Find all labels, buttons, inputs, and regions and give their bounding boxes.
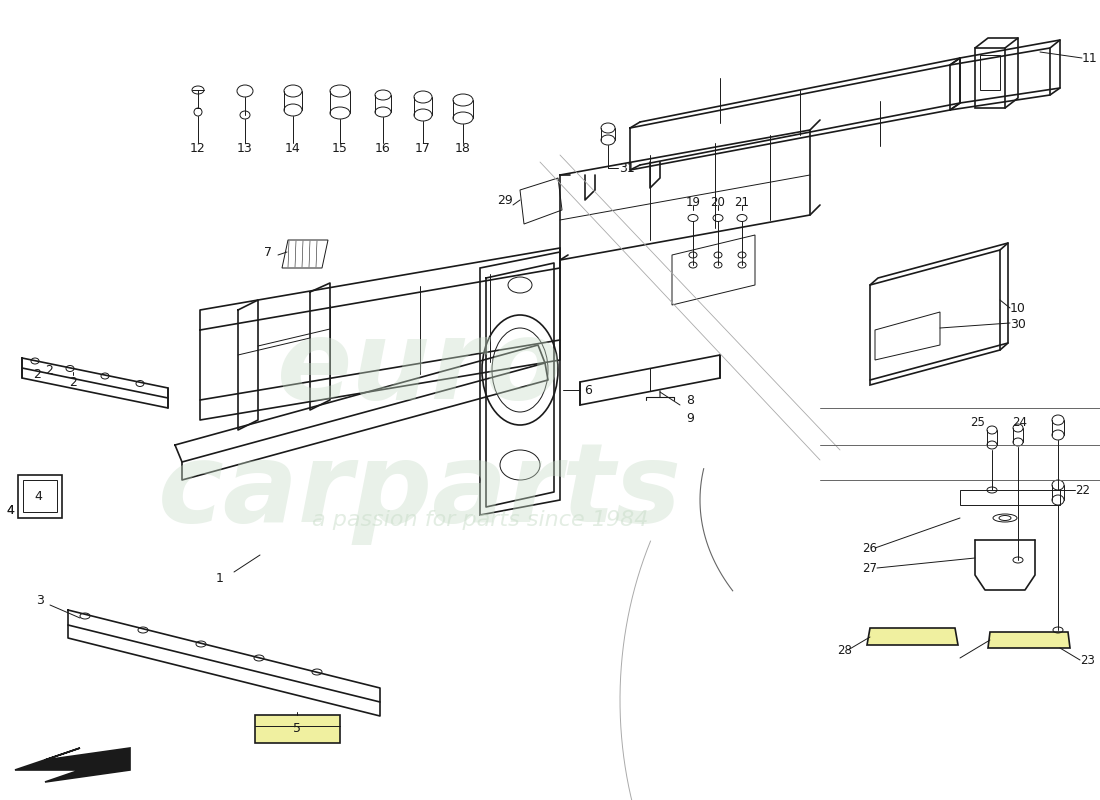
Text: 7: 7 [264, 246, 272, 259]
Polygon shape [867, 628, 958, 645]
Text: 29: 29 [497, 194, 513, 206]
Text: 20: 20 [711, 195, 725, 209]
Text: 19: 19 [685, 195, 701, 209]
Text: 2: 2 [45, 363, 53, 377]
Text: 28: 28 [837, 643, 852, 657]
Text: 31: 31 [619, 162, 635, 174]
Text: 14: 14 [285, 142, 301, 154]
Text: 21: 21 [735, 195, 749, 209]
Text: 30: 30 [1010, 318, 1026, 331]
Polygon shape [15, 748, 130, 782]
Text: a passion for parts since 1984: a passion for parts since 1984 [311, 510, 648, 530]
Text: 13: 13 [238, 142, 253, 154]
Text: 9: 9 [686, 411, 694, 425]
Text: 15: 15 [332, 142, 348, 154]
Bar [255, 715, 340, 743]
Bar [23, 480, 57, 512]
Text: 5: 5 [293, 722, 301, 735]
Text: euro
carparts: euro carparts [158, 314, 682, 546]
Text: 2: 2 [33, 369, 41, 382]
Text: 3: 3 [36, 594, 44, 606]
Text: 4: 4 [34, 490, 42, 502]
Text: 6: 6 [584, 383, 592, 397]
Text: 25: 25 [970, 415, 986, 429]
Text: 4: 4 [7, 503, 14, 517]
Text: 10: 10 [1010, 302, 1026, 314]
Text: 23: 23 [1080, 654, 1096, 666]
Text: 8: 8 [686, 394, 694, 406]
Text: 22: 22 [1076, 483, 1090, 497]
Ellipse shape [999, 515, 1011, 521]
Text: 16: 16 [375, 142, 390, 154]
Text: 4: 4 [7, 503, 14, 517]
Bar [980, 55, 1000, 90]
Text: 18: 18 [455, 142, 471, 154]
Text: 27: 27 [862, 562, 878, 574]
Text: 11: 11 [1082, 51, 1098, 65]
Text: 26: 26 [862, 542, 878, 554]
Text: 12: 12 [190, 142, 206, 154]
Text: 1: 1 [216, 571, 224, 585]
Text: 17: 17 [415, 142, 431, 154]
Text: 2: 2 [69, 375, 77, 389]
Text: 24: 24 [1012, 415, 1027, 429]
Polygon shape [988, 632, 1070, 648]
